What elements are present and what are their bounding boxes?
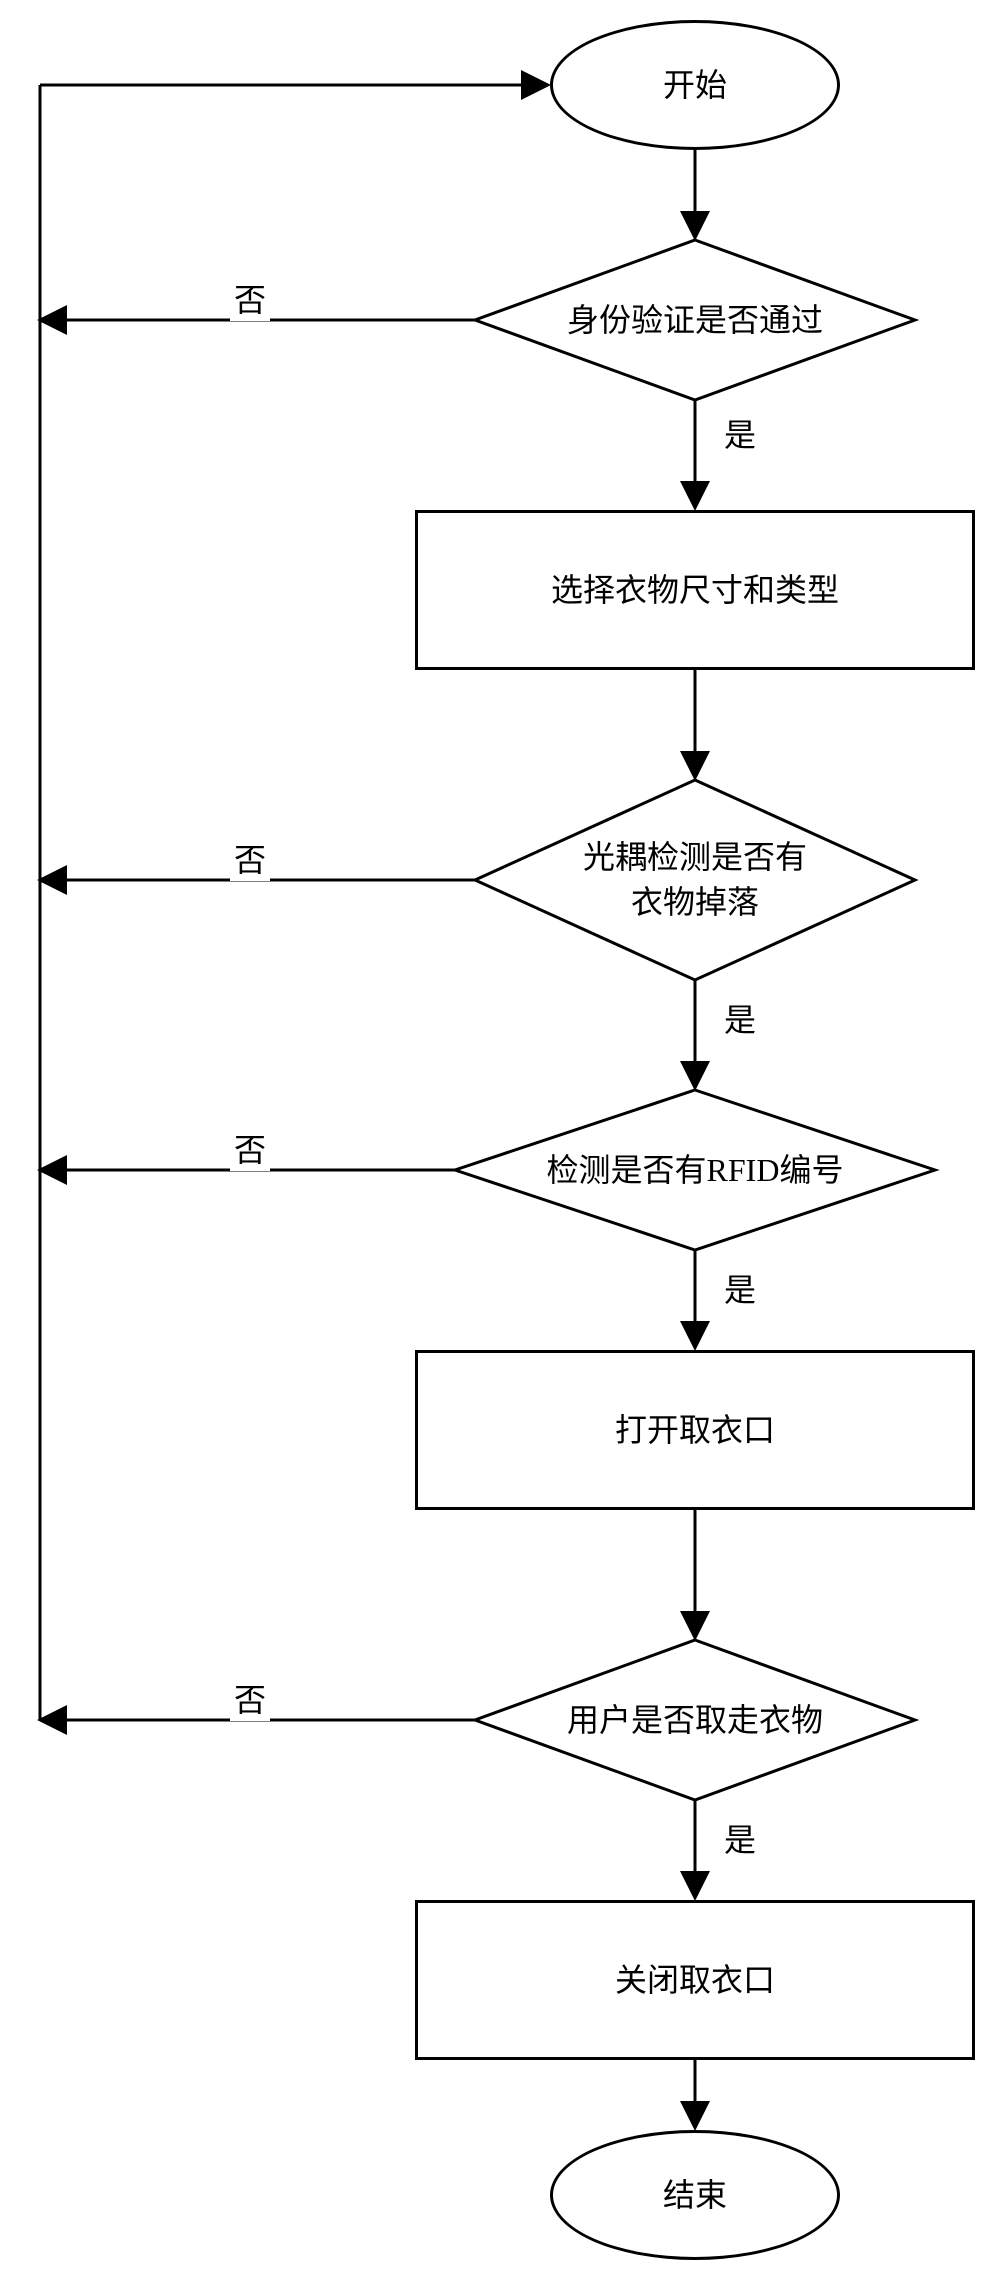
decision-rfid: 检测是否有RFID编号 [455,1090,935,1250]
start-node: 开始 [550,20,840,150]
edge-yes-1: 是 [720,410,760,456]
decision-taken-label: 用户是否取走衣物 [567,1698,823,1743]
edge-yes-4: 是 [720,1815,760,1861]
edge-yes-2: 是 [720,995,760,1041]
edge-no-2: 否 [230,835,270,881]
decision-auth: 身份验证是否通过 [475,240,915,400]
edge-no-3: 否 [230,1125,270,1171]
process-close-label: 关闭取衣口 [615,1958,775,2003]
process-open: 打开取衣口 [415,1350,975,1510]
decision-optocoupler-label: 光耦检测是否有 衣物掉落 [583,835,807,925]
decision-auth-label: 身份验证是否通过 [567,298,823,343]
end-label: 结束 [663,2173,727,2218]
decision-rfid-label: 检测是否有RFID编号 [547,1148,844,1193]
decision-optocoupler: 光耦检测是否有 衣物掉落 [475,780,915,980]
edge-no-4: 否 [230,1675,270,1721]
decision-taken: 用户是否取走衣物 [475,1640,915,1800]
process-open-label: 打开取衣口 [615,1408,775,1453]
process-close: 关闭取衣口 [415,1900,975,2060]
flowchart-container: 开始 身份验证是否通过 选择衣物尺寸和类型 光耦检测是否有 衣物掉落 检测是否有… [0,0,1006,2279]
edge-yes-3: 是 [720,1265,760,1311]
process-select-label: 选择衣物尺寸和类型 [551,568,839,613]
process-select: 选择衣物尺寸和类型 [415,510,975,670]
edge-no-1: 否 [230,275,270,321]
end-node: 结束 [550,2130,840,2260]
start-label: 开始 [663,63,727,108]
